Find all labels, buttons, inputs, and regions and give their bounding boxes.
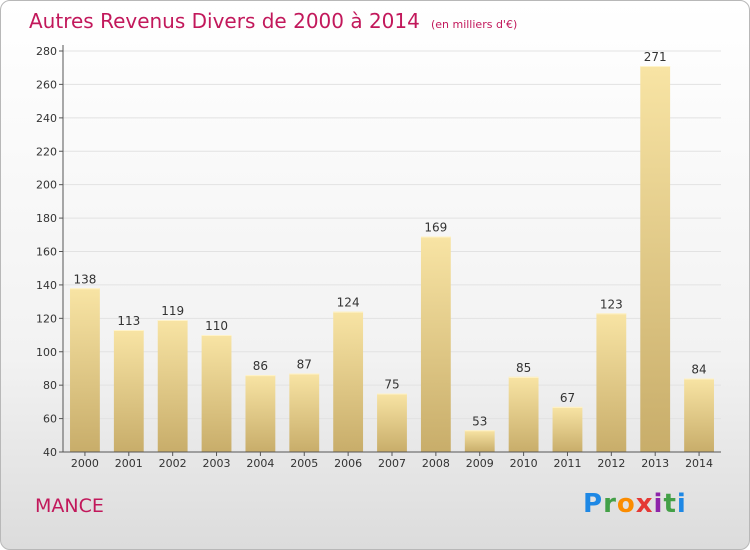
bar-2001 (113, 330, 144, 452)
y-tick-label: 140 (36, 279, 57, 292)
x-tick-label-2001: 2001 (115, 457, 143, 470)
x-tick-label-2011: 2011 (553, 457, 581, 470)
value-label-2012: 123 (600, 297, 623, 311)
value-label-2006: 124 (337, 296, 360, 310)
location-name: MANCE (35, 495, 104, 517)
x-tick-label-2009: 2009 (466, 457, 494, 470)
x-tick-label-2010: 2010 (510, 457, 538, 470)
bar-2006 (333, 311, 364, 452)
value-label-2013: 271 (644, 50, 667, 64)
bar-2009 (464, 430, 495, 452)
x-tick-label-2004: 2004 (246, 457, 274, 470)
chart-title-unit: (en milliers d'€) (430, 18, 518, 31)
value-label-2009: 53 (472, 414, 487, 428)
bar-2003 (201, 335, 232, 452)
y-tick-label: 180 (36, 212, 57, 225)
value-label-2007: 75 (384, 378, 399, 392)
x-tick-label-2008: 2008 (422, 457, 450, 470)
x-tick-label-2013: 2013 (641, 457, 669, 470)
chart-title: Autres Revenus Divers de 2000 à 2014 (en… (29, 9, 517, 33)
x-tick-label-2006: 2006 (334, 457, 362, 470)
bar-2008 (420, 236, 451, 452)
y-tick-label: 240 (36, 112, 57, 125)
value-label-2014: 84 (691, 362, 706, 376)
y-tick-label: 100 (36, 346, 57, 359)
x-tick-label-2012: 2012 (597, 457, 625, 470)
value-label-2000: 138 (73, 272, 96, 286)
value-label-2001: 113 (117, 314, 140, 328)
y-tick-label: 260 (36, 78, 57, 91)
bar-2012 (596, 313, 627, 452)
x-tick-label-2005: 2005 (290, 457, 318, 470)
x-tick-label-2003: 2003 (203, 457, 231, 470)
y-tick-label: 80 (43, 379, 57, 392)
x-tick-label-2014: 2014 (685, 457, 713, 470)
bar-2010 (508, 376, 539, 452)
bar-2013 (640, 66, 671, 452)
value-label-2004: 86 (253, 359, 268, 373)
chart-title-main: Autres Revenus Divers de 2000 à 2014 (29, 9, 420, 33)
bar-2014 (684, 378, 714, 452)
bar-2005 (289, 373, 320, 452)
y-tick-label: 60 (43, 413, 57, 426)
y-tick-label: 200 (36, 179, 57, 192)
y-tick-label: 280 (36, 45, 57, 58)
x-tick-label-2000: 2000 (71, 457, 99, 470)
y-tick-label: 160 (36, 246, 57, 259)
value-label-2002: 119 (161, 304, 184, 318)
bar-2007 (377, 393, 407, 452)
value-label-2011: 67 (560, 391, 575, 405)
value-label-2010: 85 (516, 361, 531, 375)
bar-2000 (70, 288, 100, 452)
y-tick-label: 40 (43, 446, 57, 459)
x-tick-label-2007: 2007 (378, 457, 406, 470)
y-tick-label: 220 (36, 145, 57, 158)
y-tick-label: 120 (36, 312, 57, 325)
value-label-2005: 87 (297, 357, 312, 371)
x-tick-label-2002: 2002 (159, 457, 187, 470)
bar-2004 (245, 375, 276, 452)
bar-2011 (552, 406, 583, 452)
bar-2002 (157, 320, 188, 452)
value-label-2008: 169 (424, 220, 447, 234)
proxiti-logo: Proxiti (583, 489, 687, 519)
value-label-2003: 110 (205, 319, 228, 333)
